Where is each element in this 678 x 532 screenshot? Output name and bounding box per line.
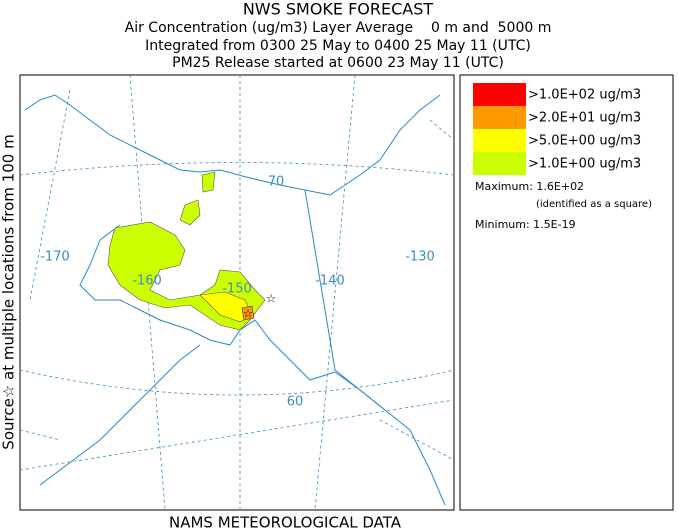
subtitle: Air Concentration (ug/m3) Layer Average … xyxy=(125,20,552,36)
subtitle: PM25 Release started at 0600 23 May 11 (… xyxy=(172,55,504,71)
source-marker: ☆ xyxy=(243,307,254,321)
plume xyxy=(179,171,216,226)
maximum: Maximum: 1.6E+02 xyxy=(475,180,584,193)
graticule-label: 60 xyxy=(287,395,304,410)
legend-label: >1.0E+02 ug/m3 xyxy=(528,88,641,103)
graticule xyxy=(19,399,455,471)
graticule-label: 70 xyxy=(268,175,285,190)
coastline xyxy=(24,94,441,196)
minimum: Minimum: 1.5E-19 xyxy=(475,218,576,231)
plume-core xyxy=(241,305,255,321)
legend-label: >2.0E+01 ug/m3 xyxy=(528,111,641,126)
legend-label: >5.0E+00 ug/m3 xyxy=(528,134,641,149)
graticule-label: -170 xyxy=(40,250,70,265)
border xyxy=(304,189,386,411)
legend-swatch xyxy=(473,83,526,106)
subtitle: Integrated from 0300 25 May to 0400 25 M… xyxy=(145,38,531,54)
source-marker: ☆ xyxy=(266,292,277,306)
legend-swatch xyxy=(473,129,526,152)
legend-entries: >1.0E+02 ug/m3 >2.0E+01 ug/m3 >5.0E+00 ug/… xyxy=(473,83,641,175)
graticule xyxy=(19,369,455,396)
graticule-label: -160 xyxy=(132,274,162,289)
maximum-note: (identified as a square) xyxy=(536,199,652,210)
legend-swatch xyxy=(473,152,526,175)
graticule-label: -150 xyxy=(222,282,252,297)
graticule xyxy=(19,162,455,176)
side-label: Source☆ at multiple locations from 100 m xyxy=(0,134,18,449)
legend: >1.0E+02 ug/m3 >2.0E+01 ug/m3 >5.0E+00 ug/… xyxy=(459,74,674,511)
coastline xyxy=(39,344,201,486)
title: NWS SMOKE FORECAST xyxy=(243,0,434,19)
graticule-labels: -170 -160 -150 -140 -130 70 60 xyxy=(40,175,435,410)
graticule-label: -140 xyxy=(315,274,345,289)
graticule-label: -130 xyxy=(405,250,435,265)
legend-label: >1.0E+00 ug/m3 xyxy=(528,157,641,172)
legend-swatch xyxy=(473,106,526,129)
map: ☆ ☆ -170 -160 -150 -140 -130 70 60 xyxy=(19,74,455,511)
footer: NAMS METEOROLOGICAL DATA xyxy=(169,514,402,532)
